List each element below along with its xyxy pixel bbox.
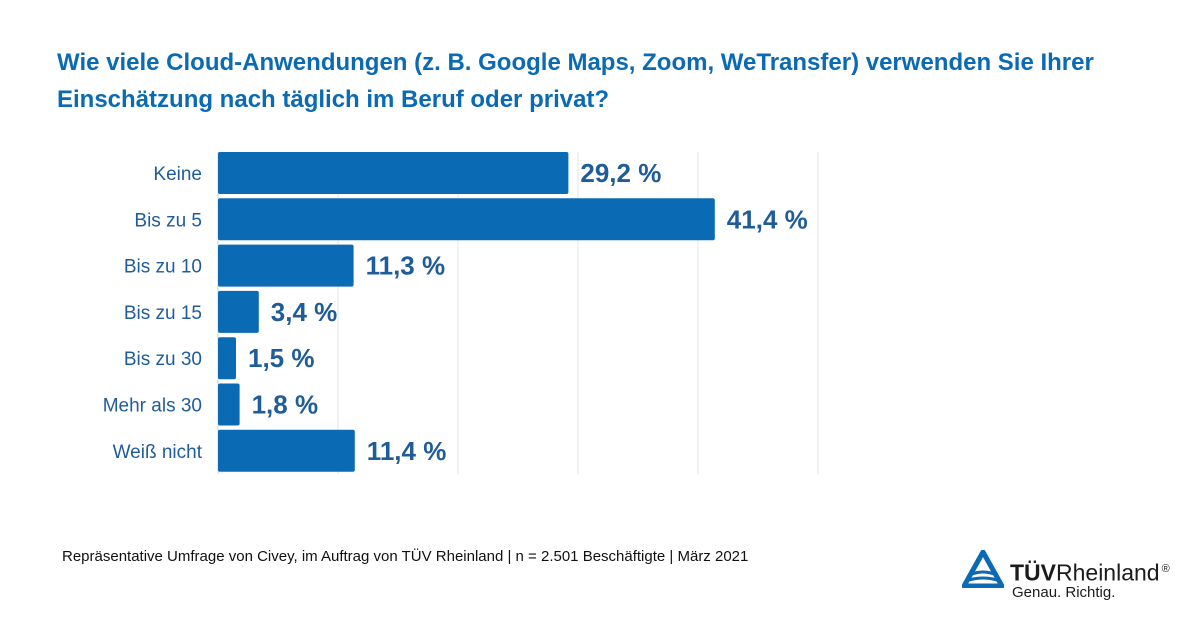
- bar: [218, 152, 569, 194]
- bar: [218, 198, 715, 241]
- bars: [218, 152, 715, 472]
- value-label: 3,4 %: [271, 297, 338, 327]
- category-label: Bis zu 30: [124, 349, 202, 370]
- value-labels: 29,2 % 41,4 % 11,3 % 3,4 % 1,5 % 1,8 % 11,4 %: [248, 158, 808, 466]
- tuv-rheinland-logo: TÜVRheinland ® Genau. Richtig.: [962, 548, 1182, 608]
- registered-mark: ®: [1161, 563, 1170, 575]
- value-label: 1,8 %: [252, 390, 319, 420]
- category-label: Mehr als 30: [103, 396, 202, 417]
- brand-rest: Rheinland: [1056, 559, 1160, 586]
- brand-bold: TÜV: [1010, 559, 1056, 586]
- source-note: Repräsentative Umfrage von Civey, im Auf…: [62, 548, 749, 565]
- category-label: Bis zu 5: [134, 210, 202, 231]
- bar: [218, 244, 354, 287]
- value-label: 41,4 %: [727, 204, 808, 234]
- bar: [218, 429, 355, 472]
- chart-title: Wie viele Cloud-Anwendungen (z. B. Googl…: [57, 49, 1094, 113]
- category-labels: Keine Bis zu 5 Bis zu 10 Bis zu 15 Bis zu 30…: [103, 164, 203, 463]
- bar: [218, 383, 240, 426]
- value-label: 11,3 %: [366, 251, 446, 281]
- category-label: Weiß nicht: [113, 442, 203, 463]
- value-label: 1,5 %: [248, 343, 315, 373]
- category-label: Bis zu 10: [124, 257, 202, 278]
- tuv-triangle-icon: [962, 550, 1004, 588]
- category-label: Bis zu 15: [124, 303, 202, 324]
- bar: [218, 290, 259, 333]
- brand-slogan: Genau. Richtig.: [1012, 584, 1116, 601]
- category-label: Keine: [153, 164, 202, 185]
- value-label: 11,4 %: [367, 436, 447, 466]
- bar: [218, 337, 236, 380]
- brand-name: TÜVRheinland ®: [1010, 556, 1170, 586]
- value-label: 29,2 %: [580, 158, 661, 188]
